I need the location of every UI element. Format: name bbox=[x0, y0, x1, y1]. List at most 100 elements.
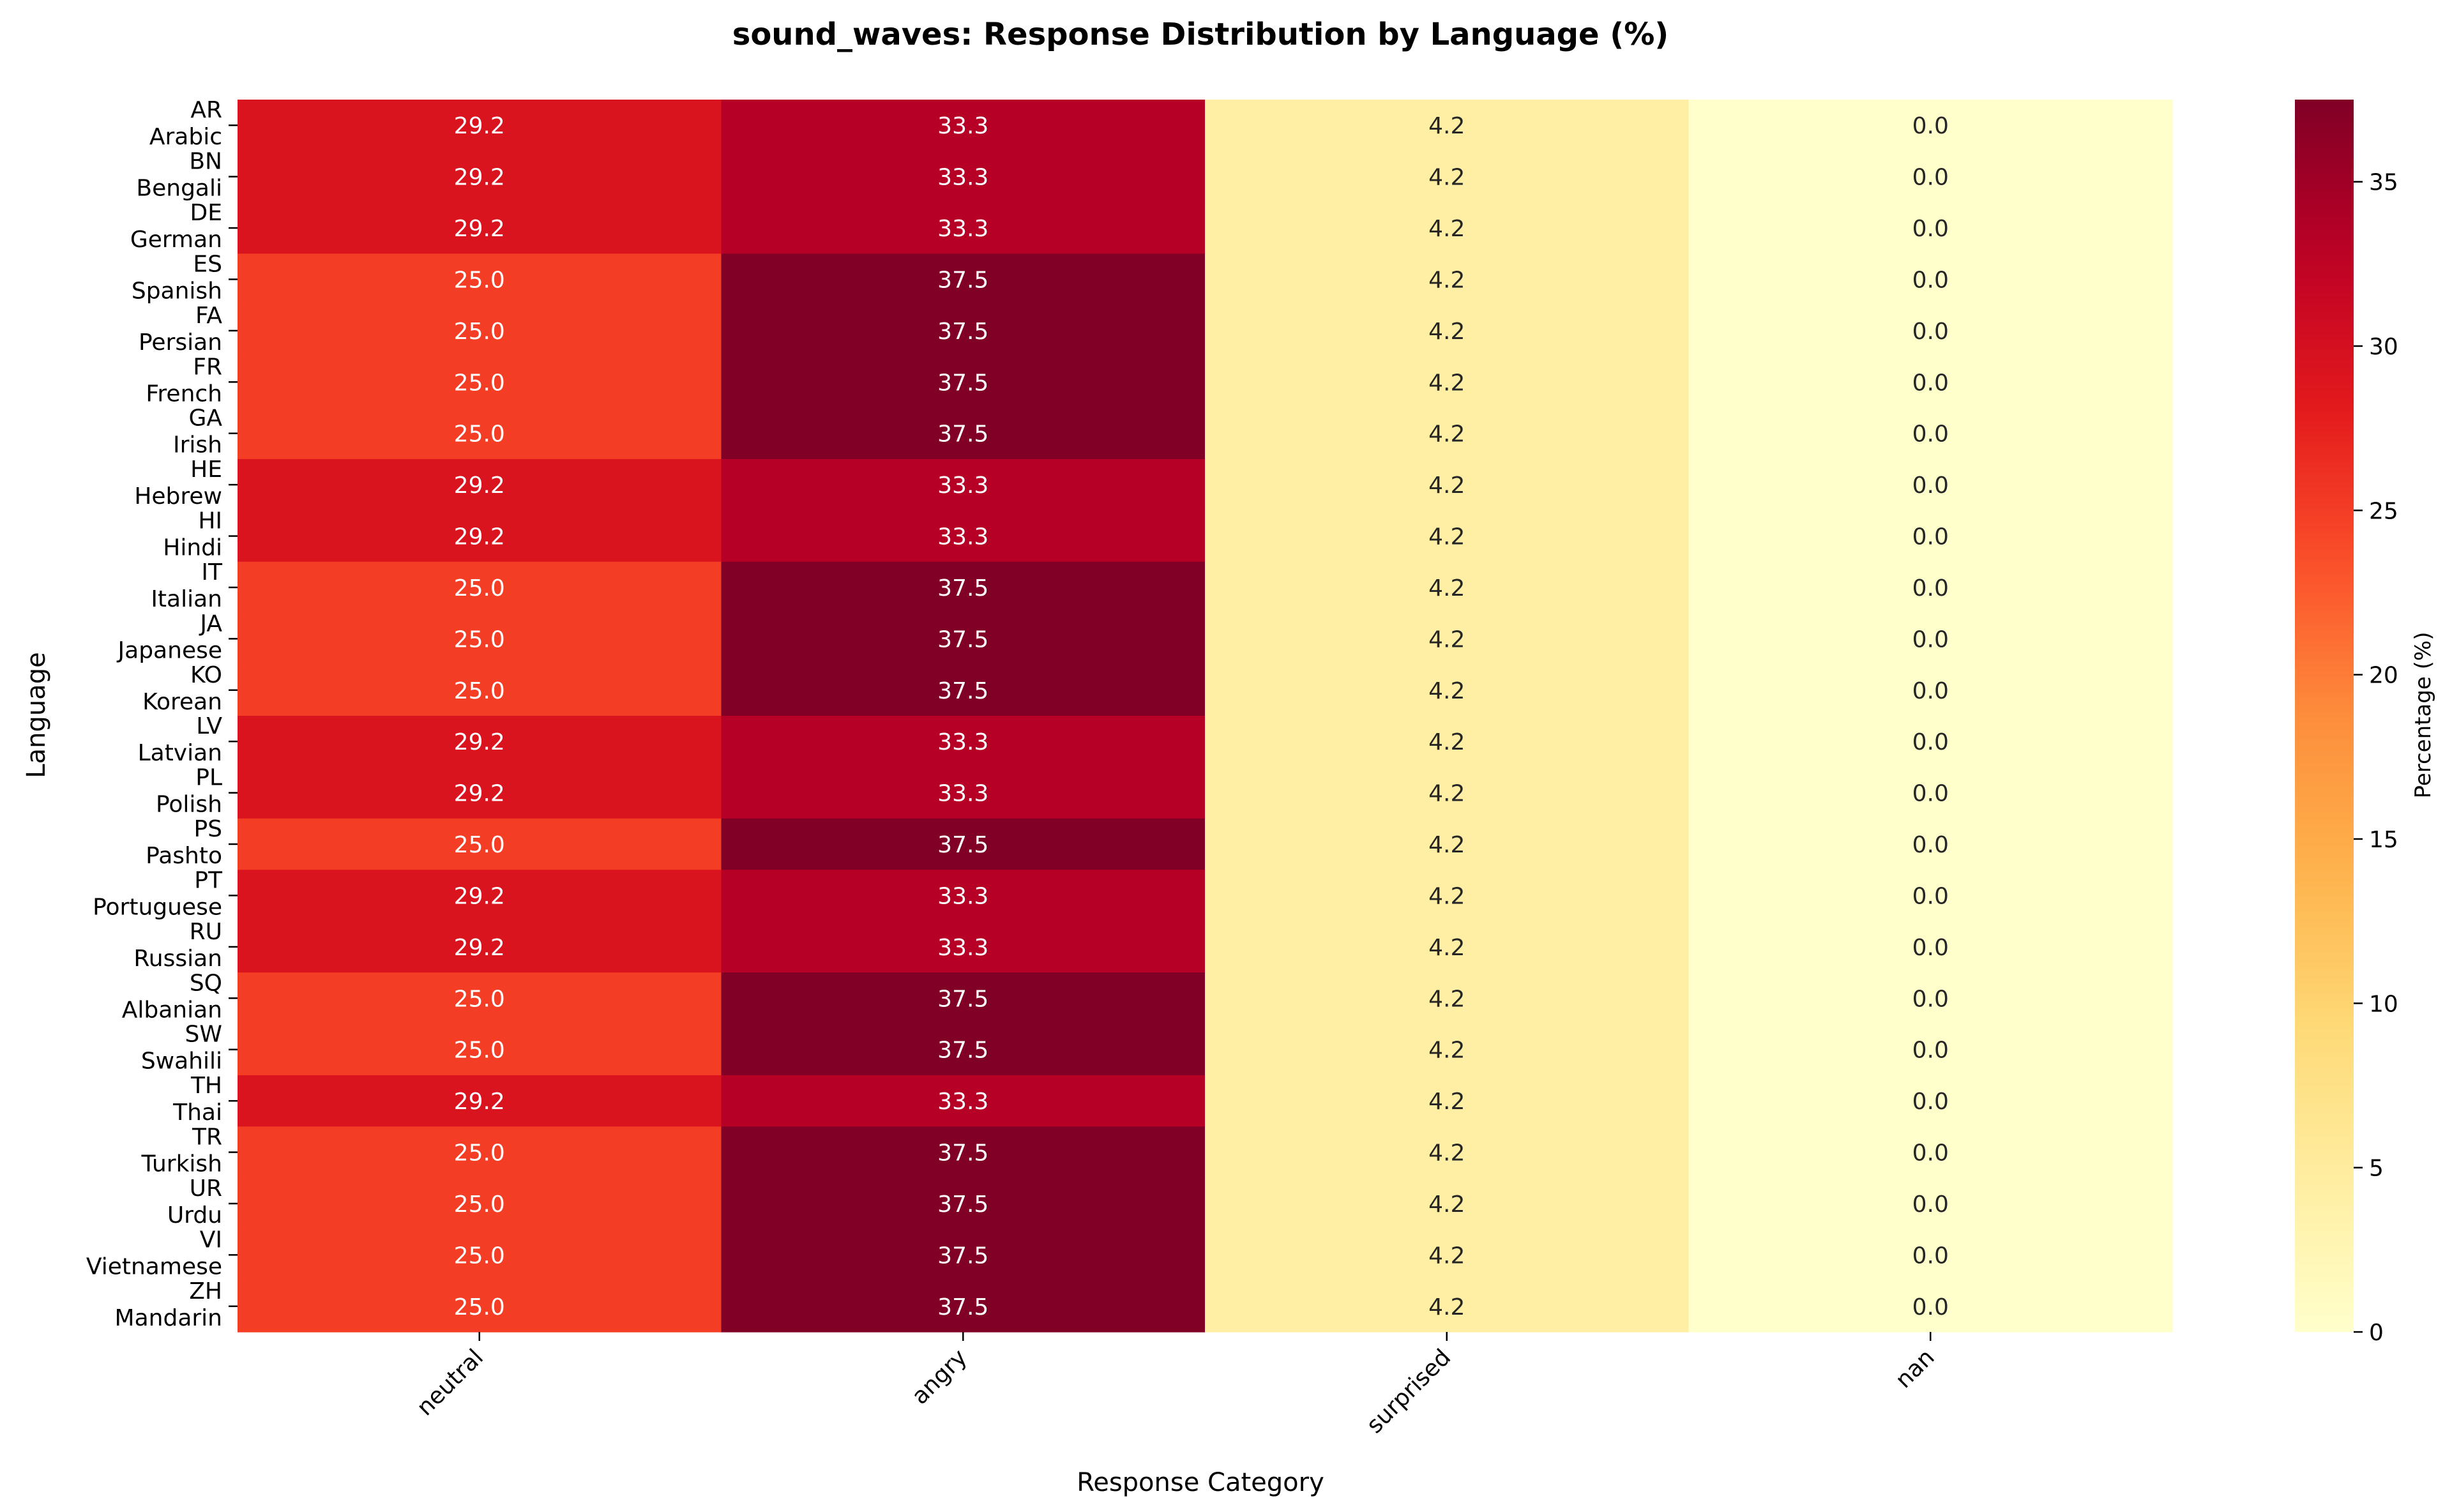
cell-value-label: 37.5 bbox=[937, 1140, 988, 1167]
cell-value-label: 29.2 bbox=[454, 729, 505, 755]
heatmap-cell bbox=[1205, 253, 1690, 306]
y-tick-label-code: TH bbox=[190, 1073, 222, 1099]
colorbar-tick-label: 0 bbox=[2369, 1320, 2384, 1346]
heatmap-cell bbox=[1688, 151, 2173, 203]
cell-value-label: 0.0 bbox=[1912, 472, 1949, 499]
heatmap-cell bbox=[721, 1075, 1206, 1127]
heatmap-cell bbox=[238, 1126, 722, 1179]
heatmap-cell bbox=[238, 202, 722, 254]
heatmap-cell bbox=[721, 356, 1206, 409]
cell-value-label: 4.2 bbox=[1428, 678, 1465, 704]
cell-value-label: 25.0 bbox=[454, 986, 505, 1012]
cell-value-label: 29.2 bbox=[454, 216, 505, 242]
heatmap-cell bbox=[238, 356, 722, 409]
colorbar-label: Percentage (%) bbox=[2410, 632, 2436, 799]
y-tick-label-name: Polish bbox=[156, 792, 222, 818]
cell-value-label: 0.0 bbox=[1912, 524, 1949, 550]
y-tick-label-name: Latvian bbox=[138, 740, 222, 766]
heatmap-cell bbox=[238, 664, 722, 716]
y-tick-label-name: Japanese bbox=[117, 637, 222, 663]
heatmap-cell bbox=[238, 151, 722, 203]
cell-value-label: 4.2 bbox=[1428, 1243, 1465, 1269]
heatmap-cell bbox=[1205, 613, 1690, 665]
heatmap-cell bbox=[238, 613, 722, 665]
cell-value-label: 4.2 bbox=[1428, 267, 1465, 293]
cell-value-label: 4.2 bbox=[1428, 1140, 1465, 1167]
y-tick-label-name: Mandarin bbox=[115, 1305, 222, 1331]
y-tick-label-code: HI bbox=[198, 508, 222, 534]
cell-value-label: 33.3 bbox=[937, 1089, 988, 1115]
y-tick-label-name: Hebrew bbox=[134, 483, 222, 510]
cell-value-label: 37.5 bbox=[937, 626, 988, 653]
cell-value-label: 0.0 bbox=[1912, 370, 1949, 396]
heatmap-cell bbox=[238, 561, 722, 614]
heatmap-cell bbox=[721, 921, 1206, 973]
heatmap-cell bbox=[238, 458, 722, 511]
heatmap-cell bbox=[1205, 1229, 1690, 1281]
cell-value-label: 0.0 bbox=[1912, 165, 1949, 191]
heatmap-cell bbox=[721, 407, 1206, 460]
x-axis: neutral angry surprised nan bbox=[412, 1332, 1940, 1439]
y-tick-label-name: Turkish bbox=[140, 1151, 222, 1177]
heatmap-cell bbox=[721, 1280, 1206, 1333]
heatmap-cell bbox=[1205, 1024, 1690, 1076]
cell-value-label: 33.3 bbox=[937, 472, 988, 499]
cell-value-label: 29.2 bbox=[454, 113, 505, 139]
heatmap-cell bbox=[238, 870, 722, 922]
cell-value-label: 29.2 bbox=[454, 472, 505, 499]
cell-value-label: 25.0 bbox=[454, 678, 505, 704]
heatmap-cell bbox=[1205, 921, 1690, 973]
cell-value-label: 4.2 bbox=[1428, 626, 1465, 653]
heatmap-cell bbox=[721, 716, 1206, 768]
cell-value-label: 4.2 bbox=[1428, 472, 1465, 499]
cell-value-label: 29.2 bbox=[454, 883, 505, 909]
cell-value-label: 0.0 bbox=[1912, 319, 1949, 345]
cell-value-label: 0.0 bbox=[1912, 1191, 1949, 1218]
cell-value-label: 33.3 bbox=[937, 781, 988, 807]
heatmap-cell bbox=[1688, 818, 2173, 870]
cell-value-label: 4.2 bbox=[1428, 421, 1465, 448]
heatmap-cell bbox=[1205, 818, 1690, 870]
cell-value-label: 29.2 bbox=[454, 1089, 505, 1115]
heatmap-cell bbox=[1205, 356, 1690, 409]
heatmap-cell bbox=[1205, 202, 1690, 254]
heatmap-cell bbox=[1688, 356, 2173, 409]
cell-value-label: 25.0 bbox=[454, 267, 505, 293]
cell-value-label: 33.3 bbox=[937, 216, 988, 242]
heatmap-cell bbox=[238, 1075, 722, 1127]
cell-value-label: 25.0 bbox=[454, 421, 505, 448]
y-tick-label-name: Albanian bbox=[122, 997, 222, 1023]
cell-value-label: 33.3 bbox=[937, 729, 988, 755]
heatmap-cell bbox=[1205, 151, 1690, 203]
colorbar-tick-label: 5 bbox=[2369, 1156, 2384, 1182]
y-tick-label-name: Irish bbox=[173, 432, 222, 458]
heatmap-cell bbox=[1205, 972, 1690, 1025]
heatmap-cell bbox=[238, 253, 722, 306]
cell-value-label: 4.2 bbox=[1428, 113, 1465, 139]
y-tick-label-name: Vietnamese bbox=[86, 1253, 222, 1280]
y-tick-label-name: Italian bbox=[151, 586, 222, 612]
y-tick-label-code: SQ bbox=[190, 970, 222, 996]
cell-value-label: 25.0 bbox=[454, 319, 505, 345]
x-tick-label: surprised bbox=[1361, 1344, 1456, 1439]
heatmap-cell bbox=[1688, 1075, 2173, 1127]
y-tick-label-name: Hindi bbox=[163, 535, 222, 561]
y-tick-label-code: GA bbox=[188, 405, 222, 432]
heatmap-cell bbox=[721, 253, 1206, 306]
cell-value-label: 25.0 bbox=[454, 1243, 505, 1269]
heatmap-cell bbox=[1205, 716, 1690, 768]
cell-value-label: 33.3 bbox=[937, 883, 988, 909]
cell-value-label: 0.0 bbox=[1912, 421, 1949, 448]
heatmap-cell bbox=[721, 972, 1206, 1025]
cell-value-label: 4.2 bbox=[1428, 883, 1465, 909]
y-tick-label-code: PL bbox=[195, 765, 222, 791]
heatmap-cell bbox=[1688, 1229, 2173, 1281]
cell-value-label: 4.2 bbox=[1428, 935, 1465, 961]
cell-value-label: 29.2 bbox=[454, 935, 505, 961]
heatmap-cell bbox=[1688, 921, 2173, 973]
cell-value-label: 0.0 bbox=[1912, 626, 1949, 653]
heatmap-cell bbox=[238, 510, 722, 563]
heatmap-cell bbox=[238, 1280, 722, 1333]
heatmap-cell bbox=[1688, 664, 2173, 716]
y-tick-label-code: DE bbox=[190, 200, 222, 226]
